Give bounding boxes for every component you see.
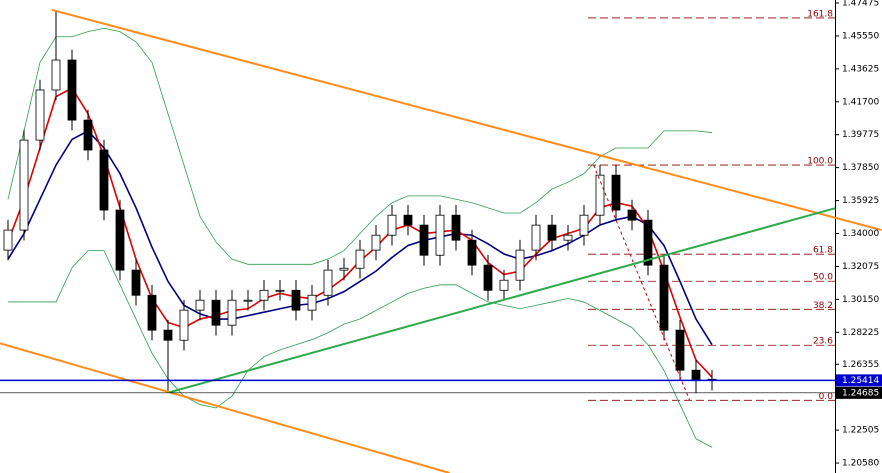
indicator-line xyxy=(7,27,713,265)
fib-label: 100.0 xyxy=(807,157,833,167)
price-tag xyxy=(836,386,882,399)
candle-body xyxy=(355,249,365,269)
candle-body xyxy=(675,329,685,371)
y-tick-label: 1.32075 xyxy=(842,262,879,272)
candle-body xyxy=(403,214,413,226)
candle-body xyxy=(579,214,589,236)
y-tick-label: 1.47475 xyxy=(842,0,879,8)
candle-body xyxy=(3,229,13,251)
candle-body xyxy=(115,209,125,271)
trendline xyxy=(0,342,450,473)
candle-body xyxy=(35,89,45,141)
candle-body xyxy=(643,219,653,266)
fib-label: 0.0 xyxy=(819,392,834,402)
candle-body xyxy=(259,289,269,301)
trendline xyxy=(593,164,691,401)
candle-body xyxy=(371,234,381,251)
candle-body xyxy=(515,249,525,281)
price-tag xyxy=(836,374,882,387)
trendline xyxy=(51,8,882,232)
trendline xyxy=(169,207,836,394)
candle-body xyxy=(611,174,621,211)
y-tick-label: 1.22505 xyxy=(842,426,879,436)
candle-body xyxy=(99,149,109,211)
y-tick-label: 1.34000 xyxy=(842,229,879,239)
candle-body xyxy=(211,299,221,326)
fib-label: 161.8 xyxy=(807,9,833,19)
y-tick-label: 1.37850 xyxy=(842,163,879,173)
y-tick-label: 1.26355 xyxy=(842,360,879,370)
candle-body xyxy=(51,59,61,91)
y-tick-label: 1.30150 xyxy=(842,295,879,305)
candle-body xyxy=(195,299,205,311)
candle-body xyxy=(163,329,173,341)
candle-body xyxy=(627,209,637,221)
plot-area: 161.8 100.0 61.8 50.0 38.2 23.6 0.0 xyxy=(0,8,882,473)
candle-body xyxy=(275,289,285,292)
candle-body xyxy=(659,264,669,331)
y-tick-label: 1.41700 xyxy=(842,97,879,107)
y-tick-label: 1.39775 xyxy=(842,130,879,140)
candle-body xyxy=(387,214,397,236)
candle-body xyxy=(291,289,301,311)
candle-body xyxy=(339,267,349,271)
candle-body xyxy=(243,299,253,302)
candle-body xyxy=(451,214,461,241)
y-tick-label: 1.20580 xyxy=(842,459,879,469)
indicator-line xyxy=(7,129,713,346)
y-tick-label: 1.28225 xyxy=(842,328,879,338)
candle-body xyxy=(323,269,333,296)
candle-body xyxy=(547,224,557,241)
candle-body xyxy=(67,59,77,121)
candle-body xyxy=(227,299,237,326)
candle-body xyxy=(419,224,429,256)
candle-body xyxy=(147,294,157,331)
fib-label: 38.2 xyxy=(813,301,833,311)
candle-body xyxy=(563,234,573,241)
candle-body xyxy=(131,269,141,296)
price-tag-label: 1.25414 xyxy=(842,376,879,386)
candle-body xyxy=(483,264,493,291)
indicator-line xyxy=(8,250,713,448)
candle-body xyxy=(595,174,605,216)
fib-label: 61.8 xyxy=(813,246,833,256)
candle-body xyxy=(467,239,477,266)
candle-body xyxy=(499,279,509,291)
fib-label: 23.6 xyxy=(813,337,833,347)
y-tick-label: 1.35925 xyxy=(842,196,879,206)
price-tag-label: 1.24685 xyxy=(842,388,879,398)
fib-label: 50.0 xyxy=(813,273,833,283)
candle-body xyxy=(19,139,29,231)
candle-body xyxy=(179,309,189,341)
candle-body xyxy=(691,369,701,381)
candle-body xyxy=(83,119,93,151)
y-tick-label: 1.45550 xyxy=(842,31,879,41)
y-tick-label: 1.43625 xyxy=(842,64,879,74)
candle-body xyxy=(307,294,317,311)
candle-body xyxy=(531,224,541,251)
candle-body xyxy=(435,214,445,256)
